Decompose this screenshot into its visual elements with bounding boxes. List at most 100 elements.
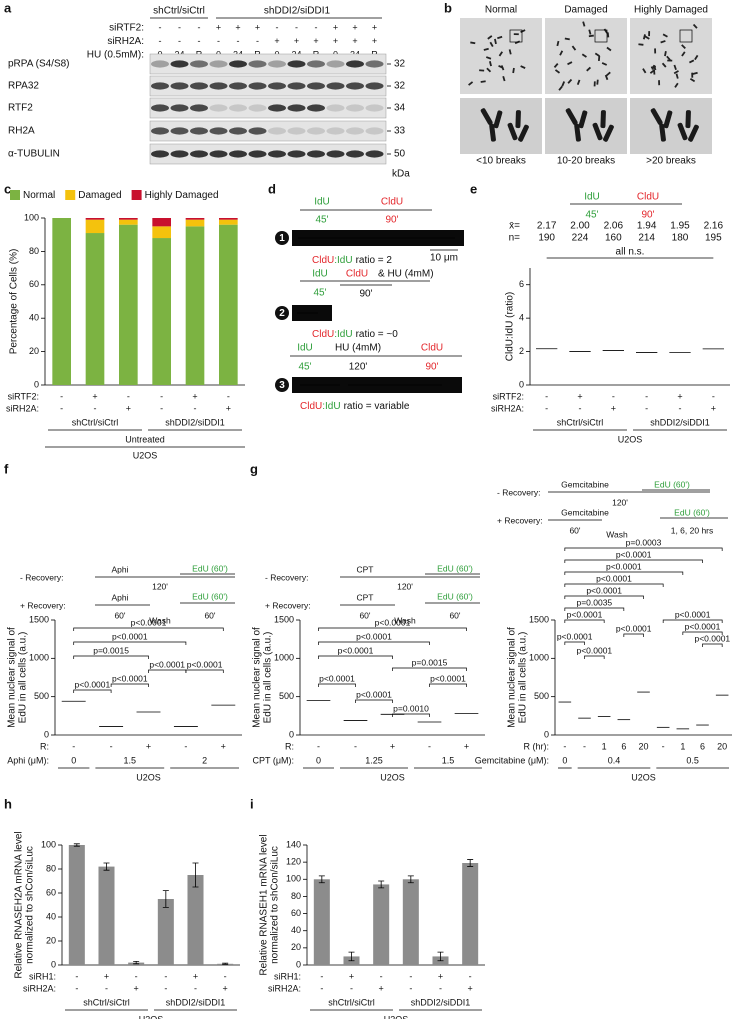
y-tick-label: 4 [519, 313, 524, 323]
chromosome [553, 63, 559, 68]
condition-value: - [60, 391, 63, 401]
chromosome [489, 61, 492, 67]
step-number: 3 [279, 380, 285, 391]
chromosome [604, 74, 609, 81]
condition-value: + [92, 391, 97, 401]
p-value-bracket [564, 583, 664, 587]
fiber-label: & HU (4mM) [378, 269, 434, 280]
bar [98, 866, 115, 965]
fiber-label: CldU [346, 269, 368, 280]
blot-band [326, 60, 345, 68]
panel-label: e [470, 181, 477, 196]
condition-value: + [352, 22, 357, 32]
legend-swatch [10, 190, 20, 200]
fiber-label: 90' [385, 215, 398, 226]
p-value-bracket [623, 633, 644, 637]
chromosome [502, 75, 506, 82]
condition-value: + [468, 983, 473, 993]
condition-value: + [677, 391, 682, 401]
condition-value: - [320, 971, 323, 981]
protocol-label: 60' [114, 610, 125, 620]
blot-band [170, 82, 189, 90]
condition-value: + [390, 741, 395, 751]
chromosome [681, 51, 686, 57]
condition-value: - [295, 22, 298, 32]
blot-band [170, 150, 189, 158]
zoom-box [594, 29, 608, 43]
y-axis-label: normalized to shCon/siLuc [270, 846, 281, 964]
p-value-label: p<0.0001 [606, 561, 642, 571]
condition-value: - [105, 983, 108, 993]
y-axis-label: Relative RNASEH2A mRNA level [14, 831, 25, 978]
fiber-label: IdU [314, 197, 330, 208]
blot-band [365, 150, 384, 158]
condition-value: - [579, 403, 582, 413]
chromosome [520, 65, 526, 69]
kda-unit: kDa [392, 169, 410, 180]
chromosome-zoom [688, 124, 699, 142]
error-bar [378, 880, 385, 889]
condition-value: - [164, 971, 167, 981]
bar-segment [152, 218, 171, 227]
spread-image [460, 18, 542, 94]
protocol-label: 120' [612, 497, 628, 507]
chromosome-zoom [578, 110, 588, 129]
error-bar [162, 890, 169, 908]
blot-band [365, 60, 384, 68]
blot-row-label: RPA32 [8, 81, 39, 92]
chromosome [559, 50, 564, 56]
p-value-label: p<0.0001 [187, 659, 223, 669]
bar [157, 899, 174, 965]
y-axis-label: normalized to shCon/siLuc [25, 846, 36, 964]
zoom-box [679, 29, 693, 43]
blot-row-label: α-TUBULIN [8, 149, 60, 160]
p-value-label: p<0.0001 [131, 617, 167, 627]
condition-value: + [577, 391, 582, 401]
condition-name: siRH2A: [107, 36, 144, 47]
blot-band [326, 150, 345, 158]
ratio-label: CldU:IdU ratio = 2 [312, 255, 392, 266]
blot-band [170, 104, 189, 112]
y-tick-label: 20 [291, 942, 301, 952]
chromosome-zoom [574, 123, 581, 142]
chromosome [586, 66, 592, 72]
bar [187, 875, 204, 965]
chromosome [692, 71, 698, 75]
y-tick-label: 0 [544, 729, 549, 739]
fiber-label: 45' [585, 210, 598, 221]
blot-band [229, 104, 247, 112]
blot-band [287, 104, 306, 112]
bar-segment [85, 233, 105, 385]
chromosome [582, 21, 586, 27]
column-title: Normal [485, 5, 517, 16]
condition-value: - [60, 403, 63, 413]
y-tick-label: 40 [46, 911, 56, 921]
chromosome [673, 64, 677, 71]
chromosome [666, 55, 671, 61]
protocol-label: Wash [606, 529, 628, 539]
blot-band [365, 127, 384, 135]
chromosome [483, 47, 489, 51]
chromosome [662, 33, 668, 38]
chromosome [658, 80, 661, 86]
y-tick-label: 1500 [274, 614, 294, 624]
chromosome [508, 49, 512, 55]
chromosome [556, 40, 560, 47]
error-bar [133, 961, 140, 965]
y-tick-label: 120 [286, 857, 301, 867]
condition-value: + [274, 36, 279, 46]
error-bar [192, 862, 199, 888]
ratio-result: ratio = ~0 [356, 329, 399, 340]
blot-band [346, 150, 364, 158]
bar-segment [85, 219, 105, 234]
condition-value: + [294, 36, 299, 46]
chromosome [588, 29, 592, 35]
fiber-label: 45' [313, 288, 326, 299]
chromosome-zoom [480, 108, 493, 125]
y-axis-label: EdU in all cells (a.u.) [18, 632, 29, 724]
condition-value: + [333, 22, 338, 32]
chromosome [694, 54, 699, 61]
blot-band [307, 60, 325, 68]
protocol-label: EdU (60') [192, 563, 228, 573]
